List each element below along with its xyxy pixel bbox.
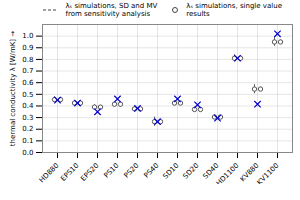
svg-text:PS20: PS20 — [122, 162, 140, 180]
svg-text:0.1: 0.1 — [22, 137, 33, 145]
svg-text:0.3: 0.3 — [22, 114, 33, 122]
svg-text:HD1100: HD1100 — [215, 162, 241, 184]
svg-text:0.4: 0.4 — [22, 102, 34, 110]
svg-text:0.2: 0.2 — [22, 125, 33, 133]
html-text:λₛ simulations, single value r: λₛ simulations, single value results — [186, 2, 282, 18]
svg-text:0.8: 0.8 — [22, 56, 33, 64]
svg-text:HD880: HD880 — [38, 162, 61, 184]
svg-text:EPS20: EPS20 — [79, 162, 100, 183]
svg-text:SD20: SD20 — [182, 162, 201, 181]
svg-text:0.5: 0.5 — [22, 91, 33, 99]
svg-text:SD10: SD10 — [162, 162, 181, 181]
svg-text:0.9: 0.9 — [22, 44, 33, 52]
svg-text:0.7: 0.7 — [22, 67, 33, 75]
svg-text:1.0: 1.0 — [22, 32, 33, 40]
svg-text:PS40: PS40 — [142, 162, 160, 180]
html-text:λₛ simulations, SD and MV from: λₛ simulations, SD and MV from sensitivi… — [61, 2, 158, 18]
svg-text:0.6: 0.6 — [22, 79, 34, 87]
svg-text:EPS10: EPS10 — [59, 162, 80, 183]
svg-text:0.0: 0.0 — [22, 149, 33, 157]
svg-text:KV1100: KV1100 — [256, 162, 281, 184]
svg-text:SD40: SD40 — [201, 161, 221, 181]
svg-text:thermal conductivity λ [W/mK]: thermal conductivity λ [W/mK] → — [9, 31, 17, 146]
svg-text:KV880: KV880 — [238, 161, 261, 184]
svg-text:PS10: PS10 — [102, 162, 120, 180]
